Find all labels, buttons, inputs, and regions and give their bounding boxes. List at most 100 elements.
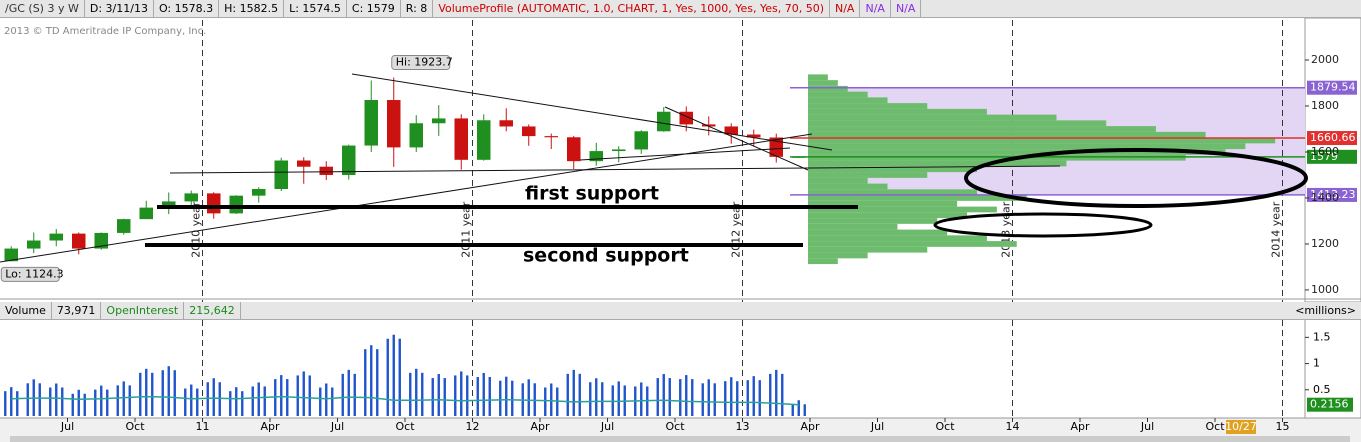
- volume-bar: [341, 373, 344, 416]
- volume-bar: [431, 378, 434, 416]
- profile-bar: [808, 252, 868, 259]
- y-tick-label: 1000: [1311, 283, 1339, 296]
- volume-bar: [16, 391, 19, 416]
- profile-bar: [808, 189, 977, 196]
- profile-bar: [808, 258, 838, 265]
- volume-bar: [803, 404, 806, 416]
- volume-bar: [679, 379, 682, 416]
- volume-bar: [218, 382, 221, 416]
- volume-bar: [572, 369, 575, 416]
- volume-title: Volume: [0, 302, 52, 319]
- volume-bar: [347, 369, 350, 416]
- circle-mark: [964, 148, 1308, 208]
- volume-bar: [617, 381, 620, 416]
- volume-bar: [61, 387, 64, 416]
- profile-bar: [808, 137, 1276, 144]
- profile-bar: [808, 172, 928, 178]
- candle-body: [432, 118, 446, 124]
- candle-body: [657, 111, 671, 132]
- volume-bar: [476, 377, 479, 416]
- annotation: second support: [523, 245, 689, 267]
- volume-bar: [376, 349, 379, 416]
- volume-bar: [691, 379, 694, 416]
- volume-bar: [4, 391, 7, 416]
- trendline: [664, 106, 809, 171]
- volume-bar: [206, 382, 209, 416]
- year-label: 2011 year: [460, 201, 473, 258]
- volume-bar: [370, 345, 373, 416]
- volume-bar: [280, 375, 283, 416]
- volume-bar: [550, 383, 553, 416]
- volume-bar: [724, 381, 727, 416]
- volume-bar: [713, 383, 716, 416]
- volume-bar: [752, 376, 755, 416]
- profile-bar: [808, 206, 997, 213]
- volume-bar: [364, 349, 367, 416]
- volume-bar: [791, 404, 794, 416]
- candle-body: [544, 136, 558, 138]
- volume-bar: [758, 380, 761, 416]
- volume-bar: [505, 376, 508, 416]
- volume-bar: [781, 373, 784, 416]
- volume-bar: [122, 381, 125, 416]
- close: C: 1579: [347, 0, 401, 17]
- volume-bar: [409, 372, 412, 416]
- x-tick-label: Oct: [1205, 420, 1225, 433]
- trendline: [351, 73, 833, 151]
- volume-bar: [533, 383, 536, 416]
- volume-bar: [190, 384, 193, 416]
- volume-value: 73,971: [52, 302, 102, 319]
- volume-bar: [251, 386, 254, 416]
- volume-bar: [167, 366, 170, 416]
- volume-bar: [421, 372, 424, 416]
- volume-bar: [139, 372, 142, 416]
- y-tick-label: 1200: [1311, 237, 1339, 250]
- candle-body: [409, 123, 423, 148]
- oi-title: OpenInterest: [101, 302, 185, 319]
- level-label: 1579: [1310, 150, 1338, 163]
- study[interactable]: VolumeProfile (AUTOMATIC, 1.0, CHART, 1,…: [433, 0, 830, 17]
- x-tick-label: Oct: [935, 420, 955, 433]
- volume-bar: [544, 387, 547, 416]
- volume-bar: [736, 381, 739, 416]
- volume-bar: [325, 383, 328, 416]
- profile-bar: [808, 212, 968, 219]
- trendline: [169, 165, 1061, 174]
- oi-label: 0.2156: [1310, 398, 1349, 411]
- candle-body: [252, 189, 266, 196]
- profile-bar: [808, 91, 868, 98]
- volume-bar: [797, 400, 800, 416]
- volume-bar: [488, 377, 491, 416]
- volume-bar: [212, 378, 215, 416]
- volume-bar: [302, 371, 305, 416]
- profile-bar: [808, 200, 958, 207]
- profile-bar: [808, 97, 888, 104]
- volume-bar: [331, 387, 334, 416]
- candle-body: [364, 100, 378, 146]
- volume-bar: [353, 373, 356, 416]
- symbol[interactable]: /GC (S) 3 y W: [0, 0, 85, 17]
- scrollbar[interactable]: [10, 436, 1350, 442]
- volume-bar: [466, 375, 469, 416]
- volume-bar: [173, 370, 176, 416]
- volume-bar: [769, 373, 772, 416]
- level-box: [1307, 187, 1357, 202]
- profile-bar: [808, 126, 1156, 132]
- volume-bar: [116, 385, 119, 416]
- x-tick-label: Jul: [60, 420, 74, 433]
- y-tick-label: 1.5: [1313, 330, 1331, 343]
- volume-bar: [145, 368, 148, 416]
- candle-body: [274, 160, 288, 190]
- volume-bar: [106, 389, 109, 416]
- candle-body: [634, 131, 648, 150]
- profile-bar: [808, 120, 1107, 127]
- x-tick-label: 11: [196, 420, 210, 433]
- volume-bar: [662, 374, 665, 416]
- volume-bar: [94, 389, 97, 416]
- y-tick-label: 1800: [1311, 99, 1339, 112]
- volume-bar: [578, 373, 581, 416]
- x-tick-label: Oct: [395, 420, 415, 433]
- candle-body: [792, 156, 806, 158]
- year-label: 2014 year: [1270, 201, 1283, 258]
- open: O: 1578.3: [154, 0, 220, 17]
